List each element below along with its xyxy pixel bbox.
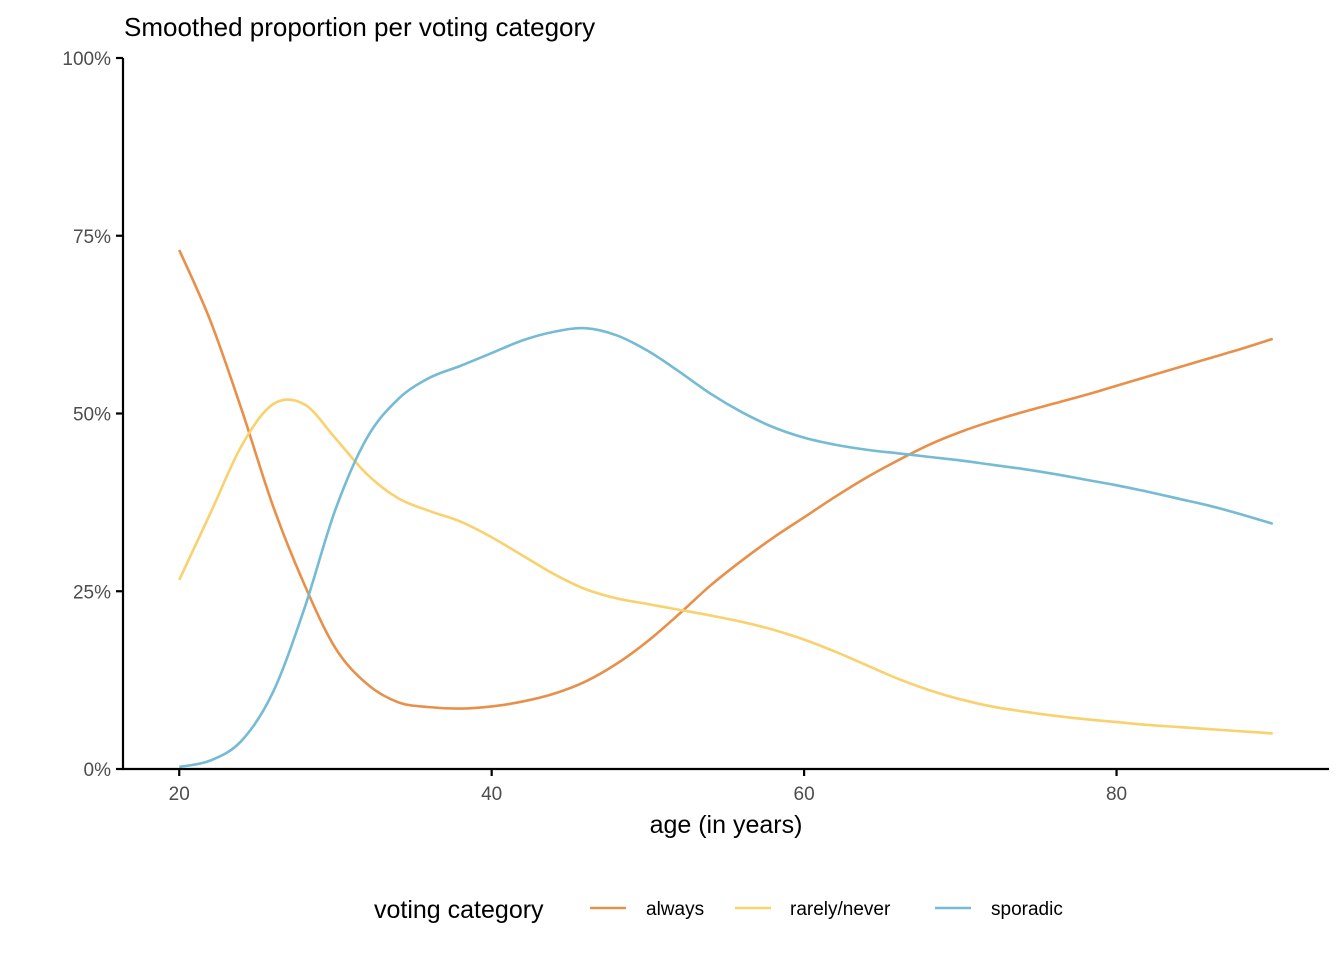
x-axis-ticks: 20 40 60 80 (169, 769, 1127, 805)
legend-label-rarely-never: rarely/never (790, 899, 891, 920)
x-tick-label: 40 (481, 784, 502, 805)
x-tick-label: 20 (169, 784, 190, 805)
legend: voting category always rarely/never sporad… (374, 896, 1063, 924)
x-tick-label: 60 (794, 784, 815, 805)
y-tick-label: 0% (84, 760, 112, 781)
y-tick-label: 25% (73, 582, 111, 603)
series-line-rarely-never (178, 398, 1273, 735)
y-tick-label: 100% (62, 49, 111, 70)
legend-label-always: always (646, 899, 704, 920)
y-axis-ticks: 0% 25% 50% 75% 100% (62, 49, 123, 781)
legend-label-sporadic: sporadic (991, 899, 1063, 920)
chart-title: Smoothed proportion per voting category (124, 12, 595, 42)
x-tick-label: 80 (1106, 784, 1127, 805)
legend-title: voting category (374, 896, 544, 924)
series-layer (178, 249, 1274, 769)
series-line-always (178, 249, 1274, 710)
series-line-sporadic (178, 326, 1274, 769)
x-axis-title: age (in years) (650, 811, 803, 839)
y-tick-label: 75% (73, 227, 111, 248)
y-tick-label: 50% (73, 405, 111, 426)
legend-items: always rarely/never sporadic (590, 899, 1063, 920)
